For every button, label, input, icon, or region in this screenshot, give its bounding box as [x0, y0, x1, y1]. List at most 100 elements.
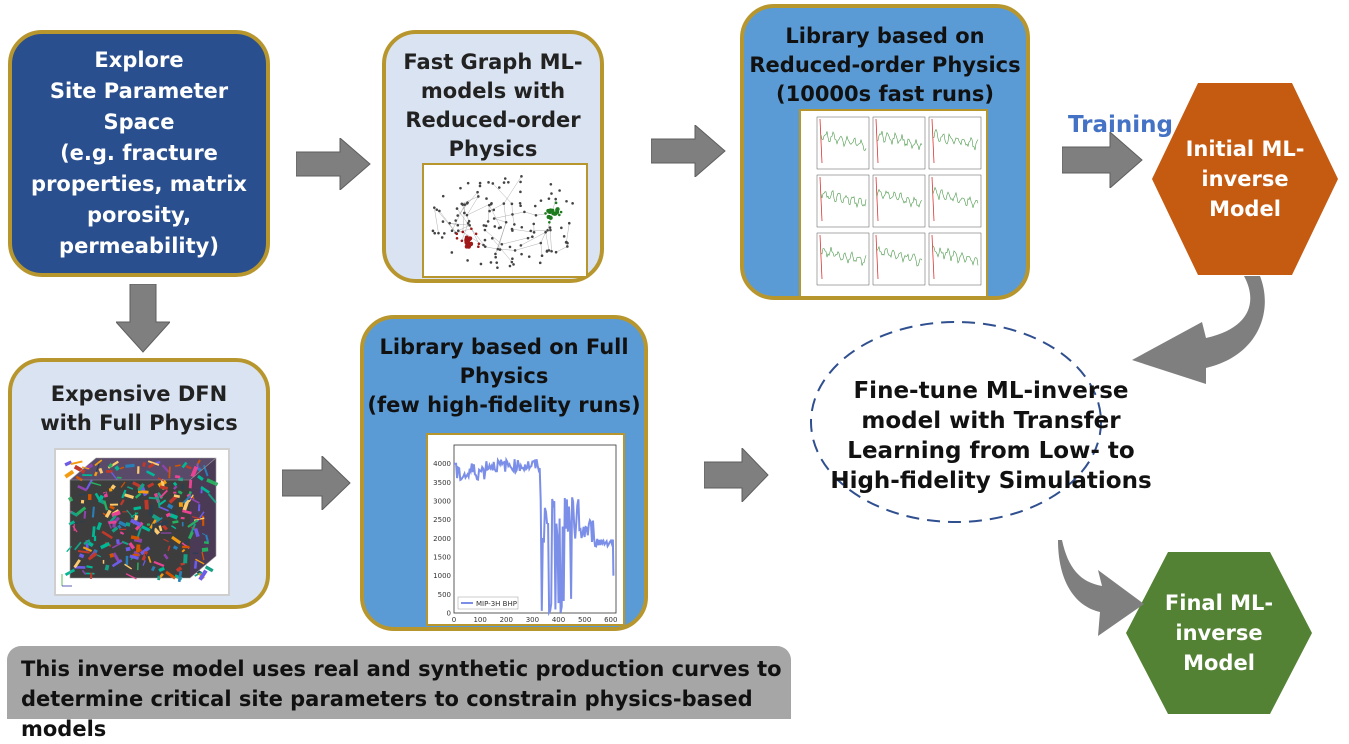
graph-node	[498, 227, 501, 230]
fracture-patch	[137, 466, 139, 474]
bhp-y-tick: 3500	[433, 479, 451, 487]
graph-node	[523, 211, 526, 214]
graph-node	[490, 202, 493, 205]
graph-node	[487, 181, 490, 184]
arrow-right-icon	[296, 138, 372, 190]
bhp-y-tick: 4000	[433, 460, 451, 468]
graph-node	[491, 237, 494, 240]
graph-node	[520, 253, 523, 256]
fracture-patch	[110, 504, 118, 506]
final-hex-line: Final ML-	[1165, 588, 1273, 618]
graph-node	[477, 195, 480, 198]
fracture-patch	[173, 492, 176, 494]
graph-node	[539, 242, 542, 245]
graph-node	[470, 227, 473, 230]
graph-edge	[452, 205, 465, 231]
graph-node	[492, 209, 495, 212]
graph-node	[540, 199, 543, 202]
graph-node	[520, 226, 523, 229]
graph-edge	[504, 176, 522, 203]
graph-node	[448, 222, 451, 225]
fracture-patch	[183, 554, 187, 563]
graph-ml-line: models with	[421, 77, 565, 106]
graph-node	[451, 251, 454, 254]
graph-edge	[515, 243, 541, 250]
mini-panel	[929, 175, 981, 227]
graph-node	[558, 189, 561, 192]
graph-node	[479, 185, 482, 188]
graph-edge	[541, 232, 546, 243]
fracture-patch	[126, 522, 131, 526]
graph-node	[484, 239, 487, 242]
bhp-x-tick: 400	[552, 616, 565, 624]
graph-node	[550, 192, 553, 195]
arrow-right-icon	[1062, 132, 1144, 188]
explore-line: Space	[103, 107, 174, 138]
graph-node	[495, 261, 498, 264]
finetune-line: Learning from Low- to	[826, 436, 1156, 466]
dfn-cube-image	[54, 448, 230, 596]
graph-node	[548, 221, 551, 224]
fracture-patch	[137, 562, 139, 570]
arrow-down-icon	[116, 284, 170, 354]
initial-ml-inverse-hex: Initial ML- inverse Model	[1150, 81, 1340, 277]
curved-arrow-icon	[1132, 276, 1272, 396]
finetune-line: Fine-tune ML-inverse	[826, 376, 1156, 406]
fracture-patch	[189, 480, 192, 489]
fracture-patch	[81, 500, 84, 504]
graph-edge	[485, 247, 498, 249]
reduced-library-line: Reduced-order Physics	[749, 51, 1020, 80]
graph-edge	[524, 212, 536, 215]
explore-line: (e.g. fracture	[60, 138, 218, 169]
graph-node	[554, 198, 557, 201]
graph-node	[442, 195, 445, 198]
graph-node	[509, 265, 512, 268]
graph-node	[488, 204, 491, 207]
reduced-library-line: Library based on	[785, 22, 984, 51]
graph-node	[457, 229, 460, 232]
graph-node	[565, 241, 568, 244]
graph-edge	[493, 183, 512, 203]
fracture-patch	[85, 573, 95, 575]
graph-node	[513, 223, 516, 226]
fracture-patch	[181, 517, 185, 520]
final-ml-inverse-hex: Final ML- inverse Model	[1124, 550, 1314, 716]
graph-node	[485, 197, 488, 200]
graph-node	[493, 217, 496, 220]
graph-node	[494, 256, 497, 259]
bhp-y-tick: 1000	[433, 572, 451, 580]
graph-node	[544, 231, 547, 234]
fracture-patch	[109, 488, 113, 492]
graph-edge	[556, 246, 567, 252]
graph-node	[560, 211, 563, 214]
graph-node	[533, 231, 536, 234]
graph-node	[435, 208, 438, 211]
graph-node-red	[466, 240, 470, 244]
graph-edge	[489, 205, 500, 227]
graph-node	[555, 251, 558, 254]
graph-node	[433, 232, 436, 235]
graph-node	[514, 249, 517, 252]
graph-edge	[494, 218, 506, 222]
graph-node	[532, 223, 535, 226]
explore-line: Explore	[94, 45, 183, 76]
graph-node	[494, 225, 497, 228]
graph-node	[566, 245, 569, 248]
graph-node	[467, 222, 470, 225]
fracture-patch	[117, 477, 122, 479]
footer-note-line: This inverse model uses real and synthet…	[21, 654, 791, 684]
graph-edge	[541, 243, 542, 256]
graph-node	[475, 232, 478, 235]
graph-node	[520, 244, 523, 247]
final-hex-line: inverse	[1175, 618, 1262, 648]
graph-node	[442, 220, 445, 223]
graph-node	[529, 230, 532, 233]
bhp-x-tick: 500	[578, 616, 591, 624]
graph-edge	[494, 212, 524, 219]
graph-node	[437, 232, 440, 235]
fracture-patch	[116, 539, 120, 544]
finetune-line: model with Transfer	[826, 406, 1156, 436]
graph-node	[528, 255, 531, 258]
graph-node	[483, 224, 486, 227]
